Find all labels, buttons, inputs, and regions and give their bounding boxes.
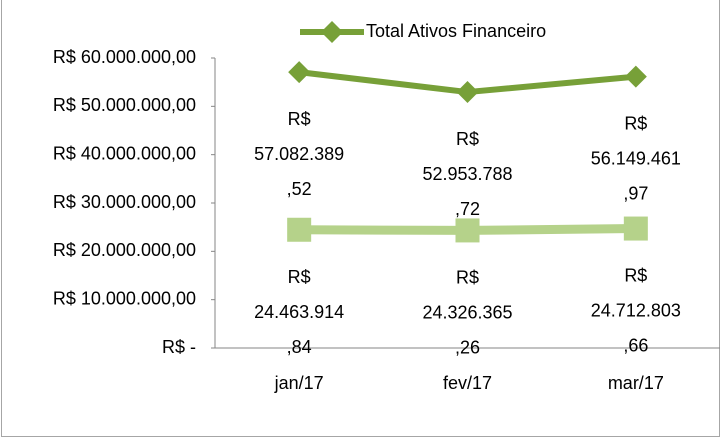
y-tick-label: R$ 50.000.000,00 xyxy=(53,95,196,115)
marker xyxy=(623,216,648,241)
x-tick-label: jan/17 xyxy=(274,373,324,393)
data-label: R$ 56.149.461,97 xyxy=(591,113,681,203)
data-label: R$ 24.712.803,66 xyxy=(591,265,681,355)
y-tick-label: R$ 60.000.000,00 xyxy=(53,47,196,67)
data-label: R$ 57.082.389,52 xyxy=(254,109,344,199)
x-tick-label: fev/17 xyxy=(443,373,492,393)
data-label: R$ 24.463.914,84 xyxy=(254,267,344,357)
marker xyxy=(287,217,312,242)
y-tick-label: R$ - xyxy=(162,337,196,357)
x-tick-label: mar/17 xyxy=(608,373,664,393)
marker xyxy=(455,218,480,243)
marker xyxy=(624,65,647,88)
legend-label: Total Ativos Financeiro xyxy=(366,21,546,41)
marker xyxy=(321,21,343,43)
data-label: R$ 52.953.788,72 xyxy=(422,129,512,219)
y-tick-label: R$ 30.000.000,00 xyxy=(53,192,196,212)
marker xyxy=(288,61,311,84)
data-label: R$ 24.326.365,26 xyxy=(422,267,512,357)
y-tick-label: R$ 20.000.000,00 xyxy=(53,240,196,260)
y-tick-label: R$ 10.000.000,00 xyxy=(53,288,196,308)
marker xyxy=(456,81,479,104)
y-tick-label: R$ 40.000.000,00 xyxy=(53,143,196,163)
